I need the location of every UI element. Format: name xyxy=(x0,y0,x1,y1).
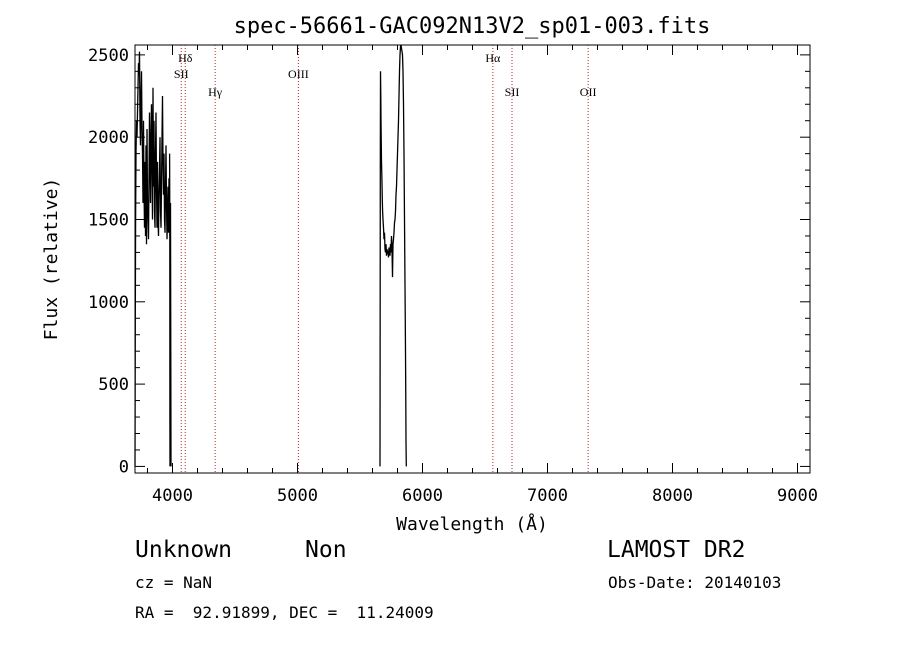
x-tick-label: 6000 xyxy=(402,486,443,506)
spectrum-line xyxy=(134,51,172,467)
chart-title: spec-56661-GAC092N13V2_sp01-003.fits xyxy=(234,14,711,39)
object-subclass: Non xyxy=(305,537,347,563)
y-tick-label: 2000 xyxy=(88,128,129,148)
y-tick-label: 1000 xyxy=(88,293,129,313)
plot-frame xyxy=(134,44,811,474)
object-class: Unknown xyxy=(135,537,232,563)
emission-line-label: OIII xyxy=(288,67,309,81)
y-axis-label: Flux (relative) xyxy=(41,178,62,341)
emission-line-label: Hδ xyxy=(178,51,193,65)
emission-line-label: SII xyxy=(505,85,520,99)
x-tick-label: 9000 xyxy=(777,486,818,506)
emission-line-markers: Hδ SII Hγ OIII Hα OII SII xyxy=(174,45,597,473)
spectrum-line xyxy=(379,44,407,467)
x-axis-label: Wavelength (Å) xyxy=(396,513,548,535)
survey-label: LAMOST DR2 xyxy=(607,537,746,563)
emission-line-label: Hγ xyxy=(208,85,223,99)
x-tick-label: 4000 xyxy=(152,486,193,506)
y-tick-label: 500 xyxy=(98,375,129,395)
y-tick-label: 2500 xyxy=(88,46,129,66)
x-tick-label: 5000 xyxy=(277,486,318,506)
spectrum-series xyxy=(134,44,407,467)
y-tick-label: 0 xyxy=(119,457,129,477)
y-tick-label: 1500 xyxy=(88,210,129,230)
emission-line-label: Hα xyxy=(485,51,501,65)
obs-date: Obs-Date: 20140103 xyxy=(608,573,782,592)
redshift-text: cz = NaN xyxy=(135,573,213,592)
x-tick-label: 8000 xyxy=(652,486,693,506)
coordinates: RA = 92.91899, DEC = 11.24009 xyxy=(135,603,434,622)
y-axis: 0 500 1000 1500 2000 2500 xyxy=(88,46,810,477)
x-tick-label: 7000 xyxy=(527,486,568,506)
emission-line-label: OII xyxy=(580,85,597,99)
x-axis: 4000 5000 6000 7000 8000 9000 xyxy=(147,45,818,506)
emission-line-label: SII xyxy=(174,67,189,81)
